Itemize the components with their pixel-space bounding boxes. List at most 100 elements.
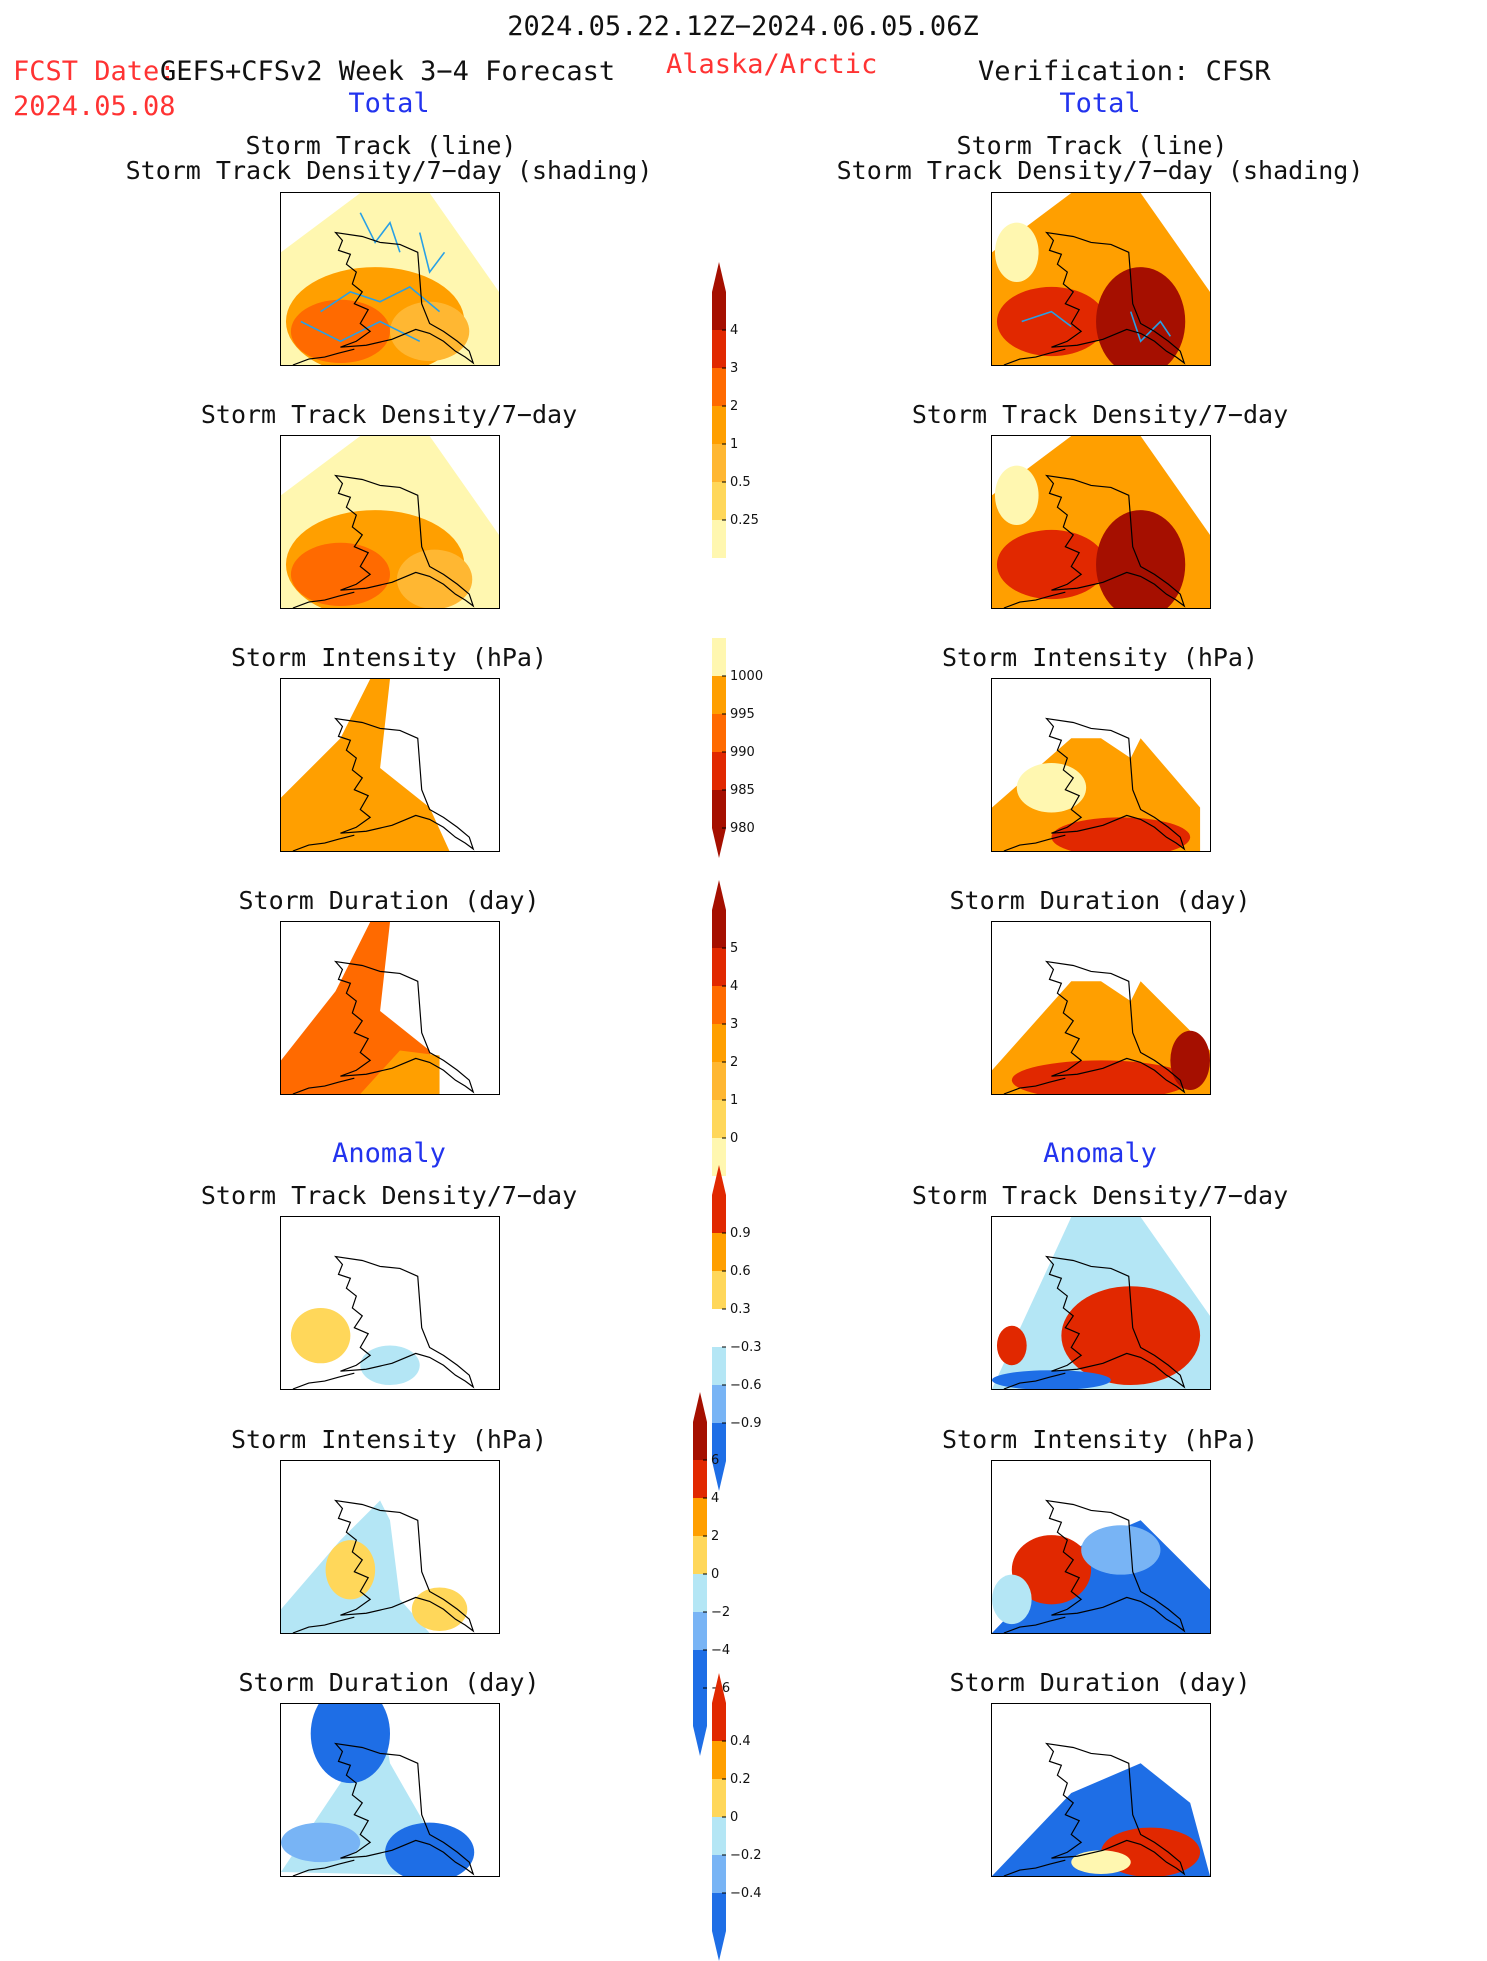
left-intensity-title: Storm Intensity (hPa) [230, 643, 548, 672]
colorbar-extend-max [712, 880, 726, 910]
colorbar-tick-label: 2 [730, 399, 738, 414]
colorbar-bin [712, 1195, 726, 1233]
colorbar-bin [712, 790, 726, 828]
colorbar-tick-label: −0.3 [730, 1340, 762, 1355]
colorbar-tick-label: 5 [730, 941, 738, 956]
colorbar-bin [712, 1024, 726, 1062]
shading-region [360, 1345, 420, 1386]
shading-region [1061, 1286, 1201, 1386]
shading-region [385, 1822, 475, 1876]
shading-region [290, 299, 390, 364]
left-anom-intensity-title: Storm Intensity (hPa) [230, 1425, 548, 1454]
map-right-anom-density [991, 1216, 1211, 1390]
colorbar-bin [712, 482, 726, 520]
alaska-coastline [1003, 717, 1186, 851]
right-anomaly-label: Anomaly [1043, 1138, 1157, 1169]
map-left-anom-density [280, 1216, 500, 1390]
map-right-anom-duration [991, 1703, 1211, 1877]
alaska-coastline [1003, 1742, 1186, 1876]
colorbar-duration-anomaly: 0.4 0.2 0 −0.2 −0.4 [712, 1673, 772, 1961]
shading-region [996, 529, 1106, 600]
alaska-coastline [292, 474, 475, 608]
colorbar-tick-label: 4 [730, 979, 738, 994]
colorbar-bin [712, 714, 726, 752]
left-density-title: Storm Track Density/7−day [200, 400, 578, 429]
colorbar-bin [712, 1779, 726, 1817]
shading-region [1011, 1060, 1191, 1094]
alaska-coastline [292, 1255, 475, 1389]
colorbar-tick-label: −0.6 [730, 1378, 762, 1393]
colorbar-bin [712, 1100, 726, 1138]
shading-region [290, 542, 390, 607]
left-duration-title: Storm Duration (day) [238, 886, 540, 915]
colorbar-tick-label: −4 [711, 1643, 730, 1658]
colorbar-tick-label: 0 [730, 1131, 738, 1146]
colorbar-bin [693, 1460, 707, 1498]
colorbar-extend-max [693, 1392, 707, 1422]
colorbar-density-total: 4 3 2 1 0.5 0.25 [712, 262, 772, 558]
region-label: Alaska/Arctic [666, 49, 878, 80]
map-right-duration [991, 921, 1211, 1095]
colorbar-tick-label: 0.4 [730, 1734, 751, 1749]
colorbar-tick-label: −2 [711, 1605, 730, 1620]
colorbar-tick-label: −0.4 [730, 1886, 762, 1901]
right-anom-intensity-title: Storm Intensity (hPa) [941, 1425, 1259, 1454]
colorbar-tick-label: 3 [730, 361, 738, 376]
shading-region [994, 465, 1039, 525]
storm-track-line [1021, 310, 1172, 343]
colorbar-tick-label: 0 [711, 1567, 719, 1582]
map-left-intensity [280, 678, 500, 852]
alaska-coastline [1003, 1255, 1186, 1389]
alaska-coastline [292, 1499, 475, 1633]
colorbar-bin [693, 1498, 707, 1536]
colorbar-tick-label: 0.5 [730, 475, 751, 490]
colorbar-bin [693, 1574, 707, 1612]
colorbar-tick-label: 995 [730, 707, 755, 722]
alaska-coastline [292, 1742, 475, 1876]
colorbar-extend-min [712, 1461, 726, 1491]
colorbar-bin [712, 910, 726, 948]
colorbar-tick-label: 0.25 [730, 513, 759, 528]
colorbar-bin [712, 1423, 726, 1461]
colorbar-bin [693, 1612, 707, 1650]
right-density-title: Storm Track Density/7−day [911, 400, 1289, 429]
alaska-coastline [1003, 960, 1186, 1094]
left-anom-density-title: Storm Track Density/7−day [200, 1181, 578, 1210]
alaska-coastline [1003, 231, 1186, 365]
colorbar-tick-label: 0.6 [730, 1264, 751, 1279]
colorbar-bin [693, 1688, 707, 1726]
alaska-coastline [292, 717, 475, 851]
shading-region [1170, 1030, 1210, 1091]
colorbar-extend-max [712, 1673, 726, 1703]
left-total-label: Total [348, 88, 430, 119]
colorbar-tick-label: 985 [730, 783, 755, 798]
colorbar-tick-label: 4 [730, 323, 738, 338]
colorbar-tick-label: 2 [711, 1529, 719, 1544]
model-title: GEFS+CFSv2 Week 3−4 Forecast [160, 56, 616, 87]
colorbar-tick-label: 0.2 [730, 1772, 751, 1787]
map-right-track [991, 192, 1211, 366]
shading-region [411, 1587, 468, 1632]
alaska-coastline [292, 960, 475, 1094]
right-total-label: Total [1059, 88, 1141, 119]
shading-region [994, 222, 1039, 282]
colorbar-bin [712, 986, 726, 1024]
verification-label: Verification: CFSR [978, 56, 1271, 87]
colorbar-bin [712, 1309, 726, 1347]
colorbar-bin [693, 1650, 707, 1688]
colorbar-bin [712, 1062, 726, 1100]
colorbar-tick-label: 3 [730, 1017, 738, 1032]
colorbar-tick-label: 0.3 [730, 1302, 751, 1317]
colorbar-tick-label: 980 [730, 821, 755, 836]
alaska-coastline [1003, 1499, 1186, 1633]
colorbar-extend-min [693, 1726, 707, 1756]
colorbar-extend-min [712, 828, 726, 858]
right-track-shading-title: Storm Track Density/7−day (shading) [836, 156, 1364, 185]
right-duration-title: Storm Duration (day) [949, 886, 1251, 915]
fcst-label: FCST Date: [13, 56, 176, 87]
shading-region [992, 1574, 1032, 1625]
colorbar-tick-label: 0 [730, 1810, 738, 1825]
colorbar-tick-label: 2 [730, 1055, 738, 1070]
colorbar-bin [712, 1855, 726, 1893]
shading-region [281, 1822, 361, 1863]
